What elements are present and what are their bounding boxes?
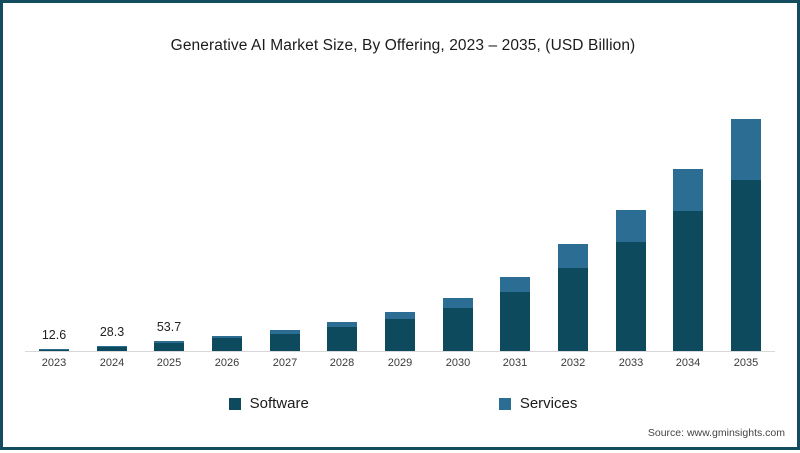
bar-group[interactable] <box>327 321 357 351</box>
x-tick-label: 2023 <box>41 357 67 369</box>
x-tick-label: 2026 <box>214 357 240 369</box>
plot-area <box>25 73 775 351</box>
bar-segment-services[interactable] <box>443 298 473 309</box>
bar-segment-software[interactable] <box>327 327 357 351</box>
bar-group[interactable] <box>97 345 127 351</box>
x-tick-label: 2033 <box>618 357 644 369</box>
bar-segment-software[interactable] <box>616 241 646 351</box>
bar-segment-services[interactable] <box>327 321 357 328</box>
bar-group[interactable] <box>270 329 300 351</box>
x-tick-label: 2032 <box>560 357 586 369</box>
bar-segment-software[interactable] <box>443 308 473 351</box>
bar-segment-software[interactable] <box>39 349 69 351</box>
legend-swatch-services <box>498 397 511 410</box>
bar-group[interactable] <box>154 341 184 351</box>
bar-segment-services[interactable] <box>500 276 530 293</box>
bar-segment-services[interactable] <box>731 118 761 181</box>
bar-segment-services[interactable] <box>270 329 300 334</box>
x-tick-label: 2031 <box>502 357 528 369</box>
bar-segment-software[interactable] <box>385 319 415 351</box>
legend-item-software[interactable]: Software <box>228 395 309 412</box>
bar-segment-software[interactable] <box>731 180 761 351</box>
bar-segment-services[interactable] <box>154 341 184 343</box>
bar-segment-software[interactable] <box>212 338 242 351</box>
bar-segment-services[interactable] <box>97 345 127 347</box>
bar-segment-software[interactable] <box>673 211 703 351</box>
legend-label-software: Software <box>249 395 309 412</box>
x-tick-label: 2029 <box>387 357 413 369</box>
bar-segment-services[interactable] <box>39 348 69 350</box>
bar-group[interactable] <box>212 336 242 351</box>
x-axis-line <box>25 351 775 352</box>
bar-segment-services[interactable] <box>385 311 415 320</box>
bar-group[interactable] <box>443 298 473 351</box>
bar-group[interactable] <box>39 348 69 351</box>
bar-segment-services[interactable] <box>616 209 646 242</box>
bar-segment-software[interactable] <box>500 292 530 351</box>
chart-legend: Software Services <box>3 395 800 412</box>
bar-group[interactable] <box>673 168 703 351</box>
x-tick-label: 2034 <box>675 357 701 369</box>
bar-group[interactable] <box>385 311 415 351</box>
bar-group[interactable] <box>500 276 530 351</box>
source-attribution: Source: www.gminsights.com <box>647 427 785 439</box>
bar-group[interactable] <box>558 244 588 351</box>
x-tick-label: 2027 <box>272 357 298 369</box>
bar-segment-services[interactable] <box>673 168 703 212</box>
bar-segment-services[interactable] <box>558 244 588 268</box>
x-tick-label: 2024 <box>99 357 125 369</box>
bar-value-label: 12.6 <box>41 327 67 342</box>
legend-label-services: Services <box>519 395 578 412</box>
x-tick-label: 2025 <box>156 357 182 369</box>
legend-item-services[interactable]: Services <box>498 395 578 412</box>
bar-group[interactable] <box>731 118 761 351</box>
chart-canvas: Generative AI Market Size, By Offering, … <box>3 3 800 453</box>
x-tick-label: 2030 <box>445 357 471 369</box>
bar-value-label: 53.7 <box>156 320 182 335</box>
bar-segment-software[interactable] <box>97 346 127 351</box>
bar-segment-software[interactable] <box>558 267 588 351</box>
bar-segment-software[interactable] <box>154 342 184 351</box>
bar-value-label: 28.3 <box>99 324 125 339</box>
x-tick-label: 2035 <box>733 357 759 369</box>
x-tick-label: 2028 <box>329 357 355 369</box>
chart-title: Generative AI Market Size, By Offering, … <box>170 37 636 54</box>
bar-segment-services[interactable] <box>212 336 242 339</box>
legend-swatch-software <box>228 397 241 410</box>
bar-group[interactable] <box>616 209 646 351</box>
bar-segment-software[interactable] <box>270 333 300 351</box>
